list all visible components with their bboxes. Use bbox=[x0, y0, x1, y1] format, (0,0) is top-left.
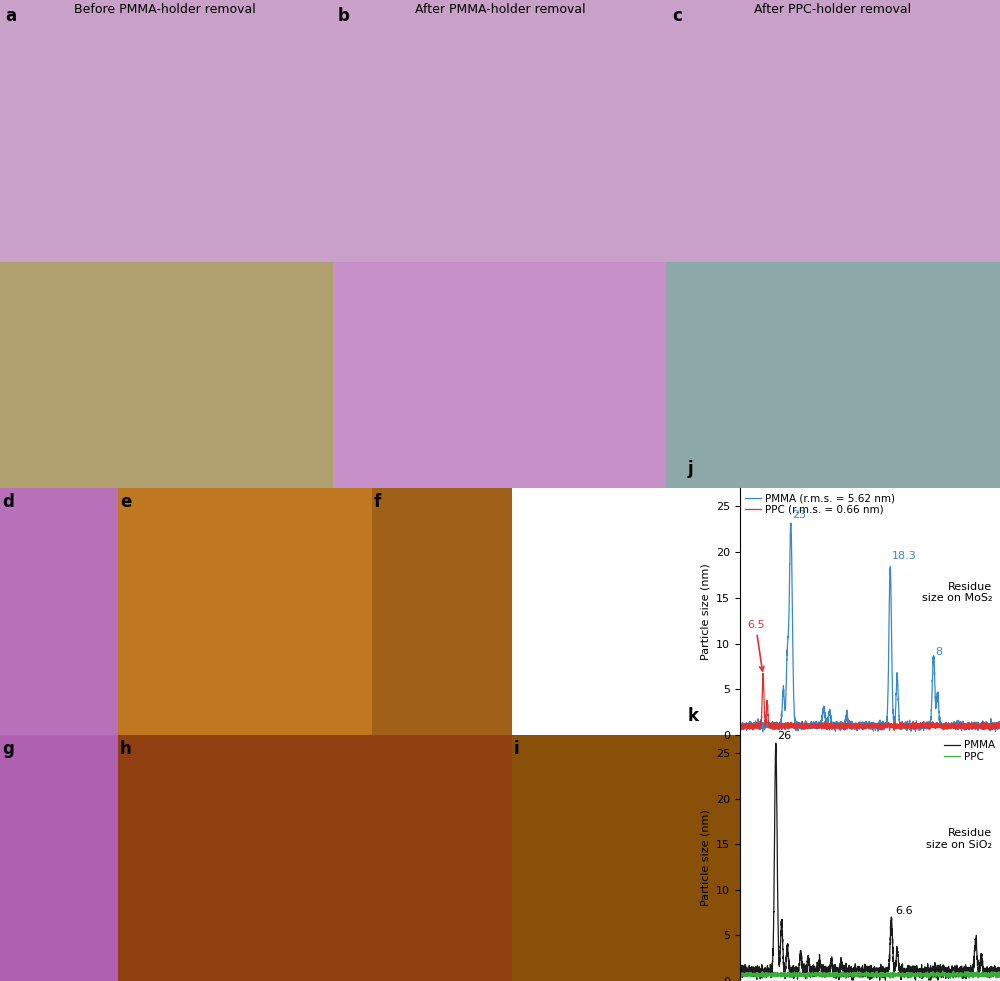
PMMA bbox=[961, 961, 973, 973]
PMMA bbox=[994, 963, 1000, 975]
Text: After PMMA-holder removal: After PMMA-holder removal bbox=[415, 3, 585, 16]
Line: PMMA: PMMA bbox=[740, 744, 1000, 980]
Text: 26: 26 bbox=[778, 732, 792, 742]
PMMA (r.m.s. = 5.62 nm) bbox=[779, 700, 791, 712]
Text: 6.6: 6.6 bbox=[895, 906, 912, 916]
Text: Residue
size on MoS₂: Residue size on MoS₂ bbox=[922, 582, 992, 603]
Text: a: a bbox=[5, 7, 16, 25]
Text: d: d bbox=[2, 493, 14, 511]
Text: Residue
size on SiO₂: Residue size on SiO₂ bbox=[926, 829, 992, 851]
Line: PPC: PPC bbox=[740, 971, 1000, 979]
Text: k: k bbox=[688, 707, 699, 725]
Y-axis label: Particle size (nm): Particle size (nm) bbox=[701, 563, 711, 660]
PMMA (r.m.s. = 5.62 nm) bbox=[764, 721, 776, 733]
PPC bbox=[845, 969, 857, 981]
PMMA (r.m.s. = 5.62 nm) bbox=[834, 721, 846, 733]
Text: 8: 8 bbox=[935, 647, 942, 657]
PMMA (r.m.s. = 5.62 nm) bbox=[734, 719, 746, 731]
PMMA bbox=[764, 966, 776, 978]
PMMA bbox=[779, 965, 791, 977]
Text: h: h bbox=[120, 740, 132, 758]
PMMA bbox=[989, 966, 1000, 978]
Line: PMMA (r.m.s. = 5.62 nm): PMMA (r.m.s. = 5.62 nm) bbox=[740, 523, 1000, 732]
PPC bbox=[734, 968, 746, 980]
PPC (r.m.s. = 0.66 nm) bbox=[834, 718, 846, 730]
PMMA (r.m.s. = 5.62 nm) bbox=[757, 726, 769, 738]
Text: e: e bbox=[120, 493, 131, 511]
PPC bbox=[834, 969, 846, 981]
Text: j: j bbox=[688, 460, 694, 478]
Y-axis label: Particle size (nm): Particle size (nm) bbox=[701, 809, 711, 906]
PPC (r.m.s. = 0.66 nm) bbox=[734, 723, 746, 735]
Text: 18.3: 18.3 bbox=[891, 551, 916, 561]
PPC (r.m.s. = 0.66 nm) bbox=[888, 724, 900, 736]
Text: b: b bbox=[338, 7, 350, 25]
PPC bbox=[961, 967, 973, 979]
PMMA (r.m.s. = 5.62 nm) bbox=[994, 720, 1000, 732]
PMMA bbox=[834, 961, 846, 973]
Text: After PPC-holder removal: After PPC-holder removal bbox=[754, 3, 912, 16]
PMMA (r.m.s. = 5.62 nm) bbox=[989, 719, 1000, 731]
PPC (r.m.s. = 0.66 nm) bbox=[845, 722, 857, 734]
PPC bbox=[994, 970, 1000, 981]
Text: f: f bbox=[374, 493, 381, 511]
PMMA bbox=[770, 738, 782, 749]
PMMA bbox=[845, 962, 857, 974]
PPC (r.m.s. = 0.66 nm) bbox=[757, 668, 769, 680]
Line: PPC (r.m.s. = 0.66 nm): PPC (r.m.s. = 0.66 nm) bbox=[740, 674, 1000, 730]
PPC (r.m.s. = 0.66 nm) bbox=[994, 722, 1000, 734]
Text: g: g bbox=[2, 740, 14, 758]
PPC bbox=[937, 965, 949, 977]
Text: 23: 23 bbox=[793, 510, 807, 520]
PMMA (r.m.s. = 5.62 nm) bbox=[785, 517, 797, 529]
Text: i: i bbox=[514, 740, 520, 758]
Legend: PMMA, PPC: PMMA, PPC bbox=[944, 741, 995, 762]
PPC (r.m.s. = 0.66 nm) bbox=[779, 723, 791, 735]
PMMA bbox=[734, 969, 746, 981]
PMMA bbox=[847, 974, 859, 981]
PPC (r.m.s. = 0.66 nm) bbox=[764, 718, 776, 730]
Legend: PMMA (r.m.s. = 5.62 nm), PPC (r.m.s. = 0.66 nm): PMMA (r.m.s. = 5.62 nm), PPC (r.m.s. = 0… bbox=[745, 493, 895, 515]
PMMA (r.m.s. = 5.62 nm) bbox=[845, 719, 857, 731]
PPC (r.m.s. = 0.66 nm) bbox=[989, 720, 1000, 732]
Text: c: c bbox=[672, 7, 682, 25]
Text: Before PMMA-holder removal: Before PMMA-holder removal bbox=[74, 3, 256, 16]
PPC bbox=[764, 967, 776, 979]
PPC bbox=[989, 968, 1000, 980]
Text: 6.5: 6.5 bbox=[747, 620, 764, 671]
PPC (r.m.s. = 0.66 nm) bbox=[961, 720, 973, 732]
PPC bbox=[801, 973, 813, 981]
PMMA (r.m.s. = 5.62 nm) bbox=[961, 717, 973, 729]
PPC bbox=[779, 967, 791, 979]
